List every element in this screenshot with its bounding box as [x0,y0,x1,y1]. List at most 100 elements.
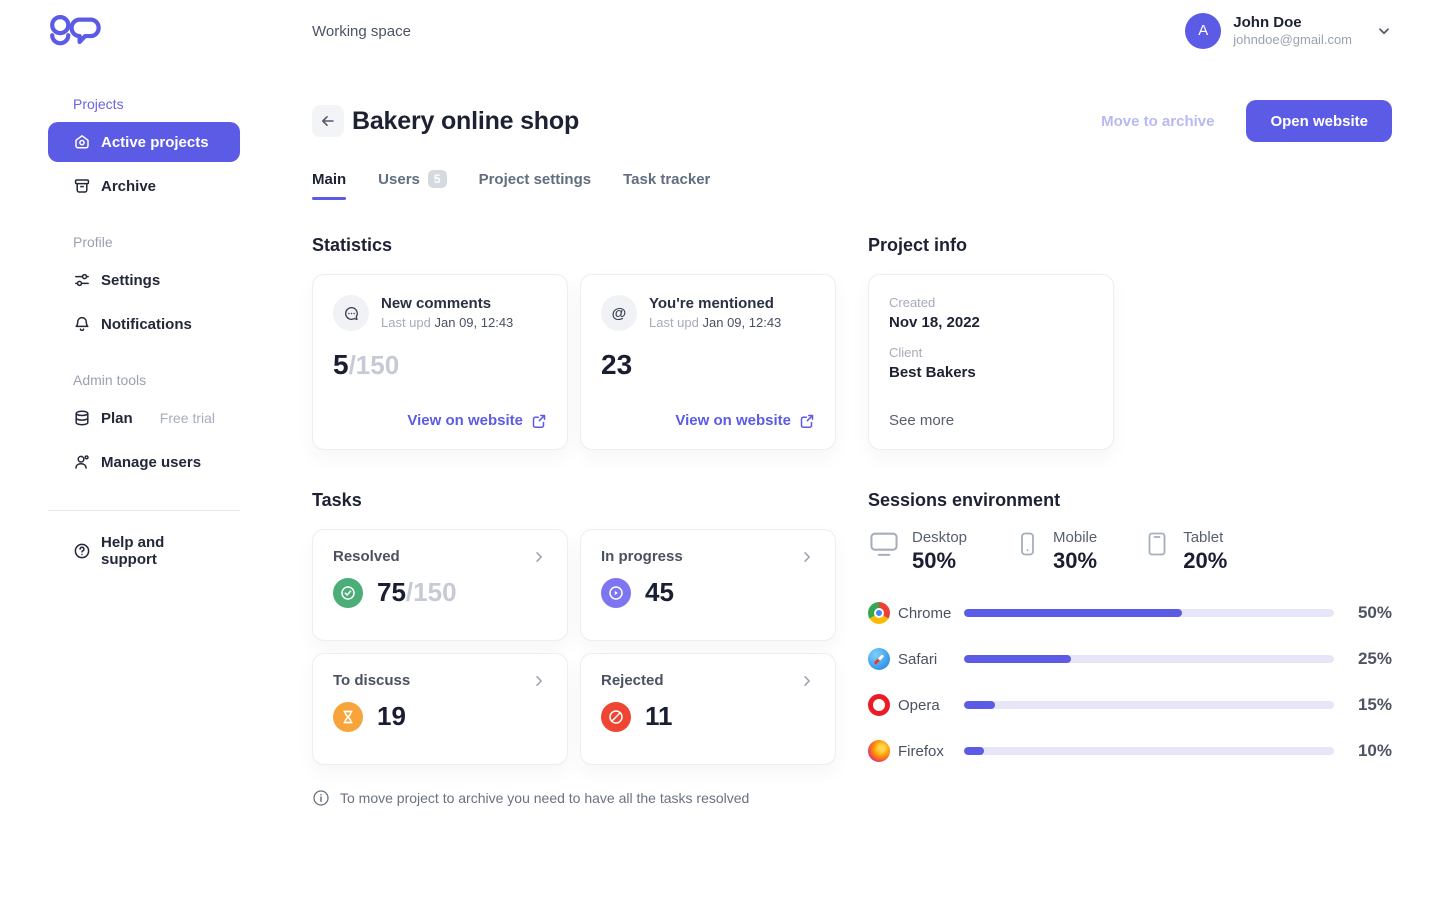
task-label: Resolved [333,548,400,565]
sidebar-item-notifications[interactable]: Notifications [48,304,240,344]
browser-label: Safari [898,650,938,668]
move-to-archive-button[interactable]: Move to archive [1101,112,1215,130]
sidebar-item-active-projects[interactable]: Active projects [48,122,240,162]
chevron-right-icon [536,551,542,562]
sidebar-item-label: Help and support [101,534,165,568]
tab-project-settings[interactable]: Project settings [479,170,592,200]
field-value-client: Best Bakers [889,364,976,381]
top-bar: Working space A John Doe johndoe@gmail.c… [0,0,1440,62]
sidebar-item-plan[interactable]: Plan Free trial [48,398,240,438]
stat-value: 5 [333,349,349,380]
task-label: To discuss [333,672,411,689]
stat-card-mentioned: @ You're mentioned Last upd Jan 09, 12:4… [580,274,836,450]
comment-bubble-icon [344,306,358,320]
link-label: View on website [675,412,791,429]
device-value: 30% [1053,548,1098,573]
bar-fill [964,747,985,755]
task-card-rejected[interactable]: Rejected [580,653,836,765]
device-stat-tablet: Tablet 20% [1143,529,1227,574]
browser-usage-chart: Chrome 50% Safari 25% [868,602,1392,762]
sidebar-item-label: Settings [101,271,161,289]
plan-status-badge: Free trial [159,410,215,426]
chevron-down-icon [1379,28,1389,35]
back-button[interactable] [312,105,344,137]
chevron-right-icon [536,675,542,686]
bar-track [964,701,1334,709]
sidebar-item-label: Plan [101,409,133,427]
desktop-icon [870,532,898,556]
stat-updated-label: Last upd [381,315,431,330]
user-email: johndoe@gmail.com [1233,32,1352,48]
sidebar: Projects Active projects [0,62,264,900]
statistics-heading: Statistics [312,235,393,255]
tab-label: Task tracker [623,170,711,188]
archive-requirement-note: To move project to archive you need to h… [312,789,836,807]
task-value: 75 [377,577,406,607]
blocked-circle-icon [609,709,623,724]
bar-track [964,655,1334,663]
task-value: 45 [645,577,674,607]
tab-label: Main [312,170,347,188]
view-on-website-link[interactable]: View on website [675,412,815,429]
go-logo-icon [50,14,101,46]
tablet-icon [1148,532,1166,556]
database-icon [75,410,89,426]
sidebar-item-settings[interactable]: Settings [48,260,240,300]
view-on-website-link[interactable]: View on website [407,412,547,429]
chrome-icon [868,602,890,624]
chevron-right-icon [804,551,810,562]
project-info-card: Created Nov 18, 2022 Client Best Bakers … [868,274,1114,450]
browser-value: 10% [1357,741,1392,760]
task-card-resolved[interactable]: Resolved [312,529,568,641]
task-value: 19 [377,701,406,731]
bar-fill [964,655,1072,663]
sidebar-section-projects: Projects [73,96,124,112]
tab-task-tracker[interactable]: Task tracker [623,170,710,200]
sidebar-item-label: Active projects [101,133,209,151]
sidebar-section-admin-tools: Admin tools [73,372,147,388]
device-stat-desktop: Desktop 50% [868,529,967,574]
field-label-created: Created [889,295,936,310]
stat-value: 23 [601,349,633,380]
users-icon [75,455,89,469]
bell-icon [75,316,89,332]
bar-fill [964,609,1183,617]
task-card-to-discuss[interactable]: To discuss [312,653,568,765]
stat-card-new-comments: New comments Last upd Jan 09, 12:43 5/15… [312,274,568,450]
sidebar-divider [48,510,240,511]
bar-track [964,609,1334,617]
play-circle-icon [609,585,623,600]
device-label: Desktop [912,529,968,546]
sidebar-item-label: Archive [101,177,157,195]
sidebar-item-help[interactable]: Help and support [48,531,240,571]
arrow-left-icon [322,116,334,126]
external-link-icon [532,414,546,428]
tab-main[interactable]: Main [312,170,347,200]
browser-value: 15% [1357,695,1392,714]
browser-row-opera: Opera 15% [868,694,1392,716]
bar-track [964,747,1334,755]
tab-users[interactable]: Users 5 [378,170,447,200]
task-label: In progress [601,548,683,565]
sidebar-item-archive[interactable]: Archive [48,166,240,206]
sliders-icon [75,273,89,287]
workspace-label: Working space [312,22,411,40]
task-card-in-progress[interactable]: In progress [580,529,836,641]
opera-icon [868,694,890,716]
open-website-button[interactable]: Open website [1246,100,1392,142]
device-value: 20% [1183,548,1228,573]
browser-label: Opera [898,696,940,714]
chevron-right-icon [804,675,810,686]
stat-updated-value: Jan 09, 12:43 [434,315,514,330]
avatar: A [1185,12,1222,49]
safari-icon [868,648,890,670]
sidebar-item-manage-users[interactable]: Manage users [48,442,240,482]
browser-value: 50% [1357,603,1392,622]
see-more-link[interactable]: See more [889,412,955,429]
hourglass-icon [343,710,353,723]
home-project-icon [75,135,89,149]
app-logo[interactable] [48,12,312,50]
user-menu[interactable]: A John Doe johndoe@gmail.com [1185,12,1392,49]
help-circle-icon [74,543,90,559]
task-label: Rejected [601,672,664,689]
